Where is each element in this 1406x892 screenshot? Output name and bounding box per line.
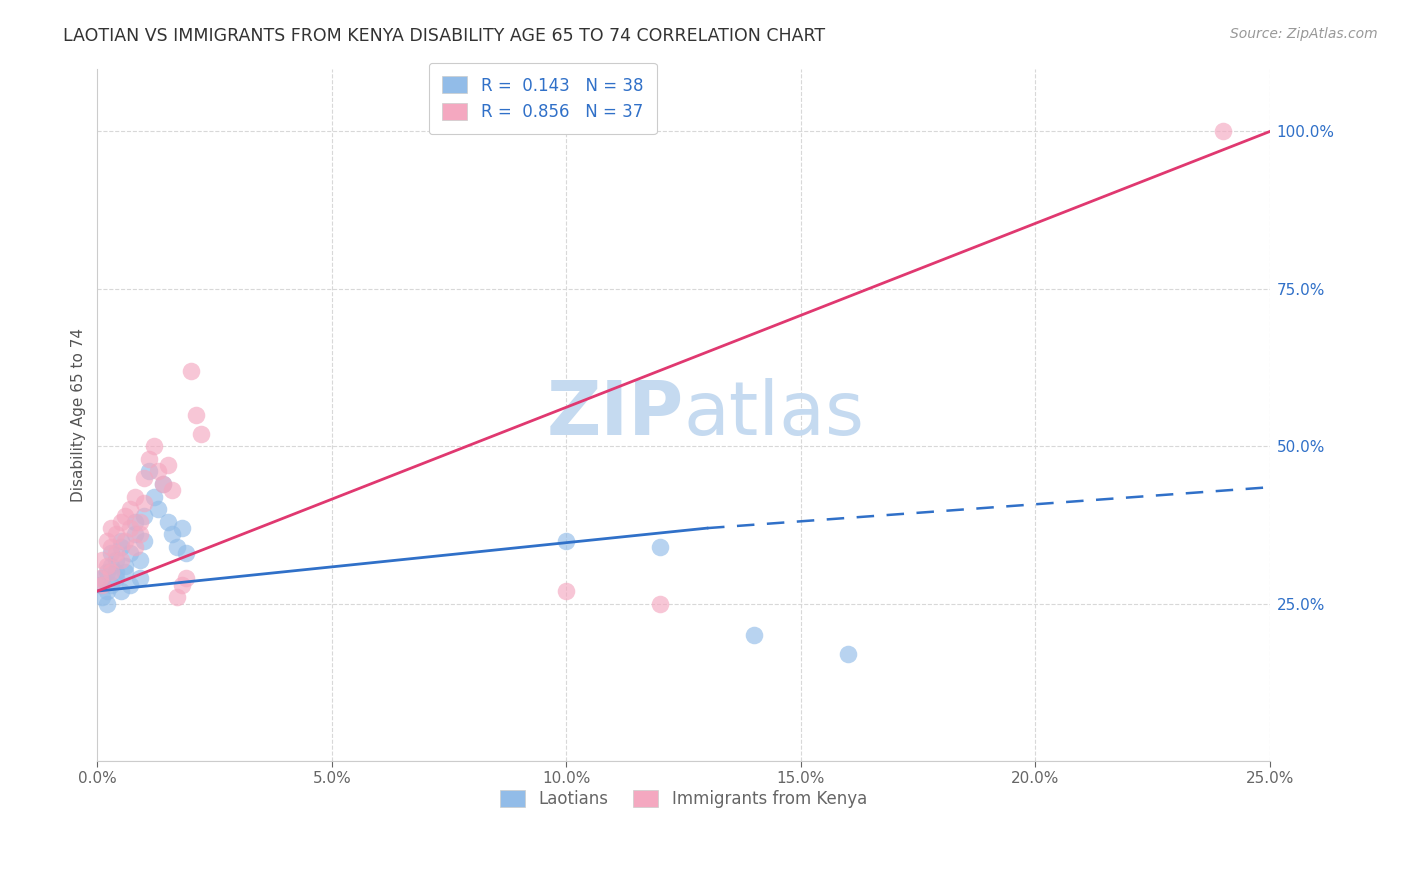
- Point: [152, 477, 174, 491]
- Point: [190, 426, 212, 441]
- Point: [837, 647, 859, 661]
- Point: [156, 515, 179, 529]
- Point: [96, 558, 118, 573]
- Point: [156, 458, 179, 472]
- Point: [170, 578, 193, 592]
- Point: [128, 515, 150, 529]
- Point: [114, 533, 136, 548]
- Point: [148, 502, 170, 516]
- Point: [105, 527, 128, 541]
- Point: [162, 527, 184, 541]
- Point: [152, 477, 174, 491]
- Point: [650, 597, 672, 611]
- Point: [120, 502, 142, 516]
- Point: [134, 471, 156, 485]
- Point: [105, 565, 128, 579]
- Point: [100, 558, 122, 573]
- Point: [142, 490, 165, 504]
- Point: [100, 521, 122, 535]
- Point: [96, 565, 118, 579]
- Text: ZIP: ZIP: [547, 378, 683, 451]
- Legend: Laotians, Immigrants from Kenya: Laotians, Immigrants from Kenya: [494, 783, 873, 815]
- Point: [96, 584, 118, 599]
- Point: [120, 546, 142, 560]
- Text: Source: ZipAtlas.com: Source: ZipAtlas.com: [1230, 27, 1378, 41]
- Point: [148, 465, 170, 479]
- Text: atlas: atlas: [683, 378, 865, 451]
- Point: [180, 364, 202, 378]
- Point: [120, 521, 142, 535]
- Point: [650, 540, 672, 554]
- Text: LAOTIAN VS IMMIGRANTS FROM KENYA DISABILITY AGE 65 TO 74 CORRELATION CHART: LAOTIAN VS IMMIGRANTS FROM KENYA DISABIL…: [63, 27, 825, 45]
- Point: [176, 546, 198, 560]
- Point: [1212, 124, 1234, 138]
- Point: [100, 546, 122, 560]
- Point: [96, 597, 118, 611]
- Point: [124, 515, 146, 529]
- Point: [128, 527, 150, 541]
- Point: [100, 565, 122, 579]
- Point: [128, 552, 150, 566]
- Point: [166, 591, 188, 605]
- Point: [124, 527, 146, 541]
- Point: [110, 533, 132, 548]
- Point: [91, 591, 114, 605]
- Point: [128, 572, 150, 586]
- Point: [176, 572, 198, 586]
- Point: [89, 572, 111, 586]
- Point: [170, 521, 193, 535]
- Point: [105, 572, 128, 586]
- Point: [555, 533, 578, 548]
- Point: [134, 496, 156, 510]
- Point: [91, 552, 114, 566]
- Point: [114, 508, 136, 523]
- Point: [110, 552, 132, 566]
- Point: [110, 540, 132, 554]
- Point: [134, 533, 156, 548]
- Point: [110, 515, 132, 529]
- Point: [142, 439, 165, 453]
- Point: [162, 483, 184, 498]
- Point: [134, 508, 156, 523]
- Point: [100, 540, 122, 554]
- Point: [96, 533, 118, 548]
- Point: [742, 628, 765, 642]
- Point: [89, 578, 111, 592]
- Point: [124, 490, 146, 504]
- Point: [124, 540, 146, 554]
- Y-axis label: Disability Age 65 to 74: Disability Age 65 to 74: [72, 327, 86, 502]
- Point: [114, 558, 136, 573]
- Point: [91, 578, 114, 592]
- Point: [105, 546, 128, 560]
- Point: [114, 565, 136, 579]
- Point: [91, 572, 114, 586]
- Point: [555, 584, 578, 599]
- Point: [110, 584, 132, 599]
- Point: [100, 578, 122, 592]
- Point: [138, 451, 160, 466]
- Point: [120, 578, 142, 592]
- Point: [138, 465, 160, 479]
- Point: [184, 408, 207, 422]
- Point: [105, 552, 128, 566]
- Point: [166, 540, 188, 554]
